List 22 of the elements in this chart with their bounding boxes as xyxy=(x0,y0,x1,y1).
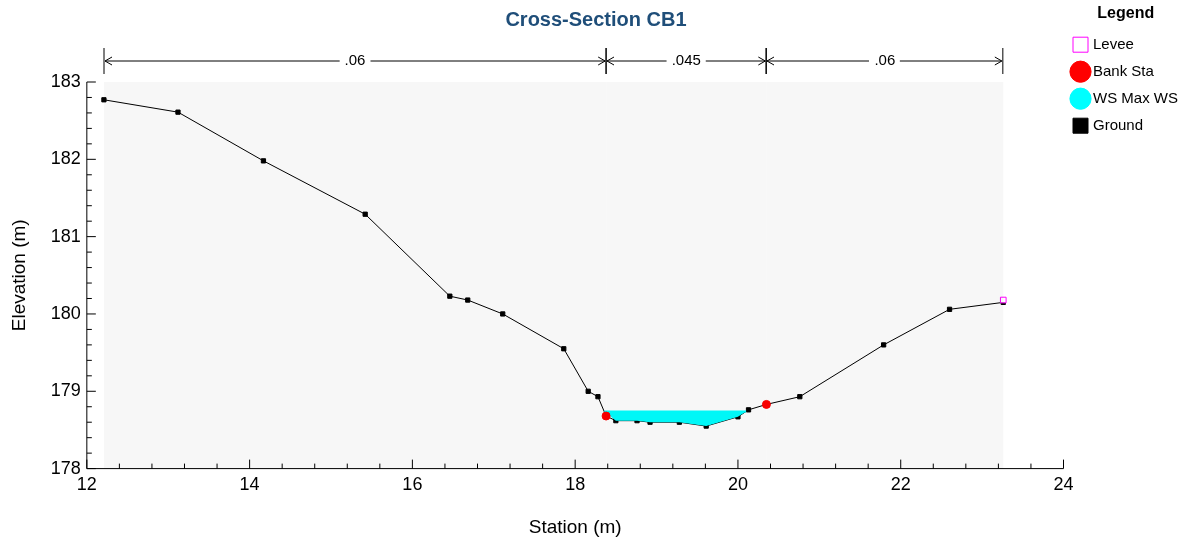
y-tick-label: 179 xyxy=(50,380,81,401)
x-axis-title: Station (m) xyxy=(528,515,622,537)
legend-title: Legend xyxy=(1097,4,1155,22)
band-label: .06 xyxy=(874,51,896,69)
band-label: .06 xyxy=(344,51,366,69)
legend-label: WS Max WS xyxy=(1093,88,1178,106)
chart-title: Cross-Section CB1 xyxy=(505,7,687,30)
y-tick-label: 183 xyxy=(50,70,81,91)
y-tick-label: 180 xyxy=(50,302,81,323)
legend-label: .045 xyxy=(671,51,701,69)
x-tick-label: 22 xyxy=(890,474,911,495)
y-axis-title: Elevation (m) xyxy=(7,219,29,332)
y-tick-label: 182 xyxy=(50,148,81,169)
x-tick-label: 18 xyxy=(565,474,586,495)
legend-label: Ground xyxy=(1093,115,1144,133)
x-tick-label: 20 xyxy=(727,474,748,495)
x-tick-label: 14 xyxy=(239,474,260,495)
legend-label: Bank Sta xyxy=(1093,61,1155,79)
x-tick-label: 24 xyxy=(1053,474,1074,495)
y-tick-label: 181 xyxy=(50,225,81,246)
legend-label: Levee xyxy=(1093,34,1134,52)
x-tick-label: 16 xyxy=(402,474,423,495)
